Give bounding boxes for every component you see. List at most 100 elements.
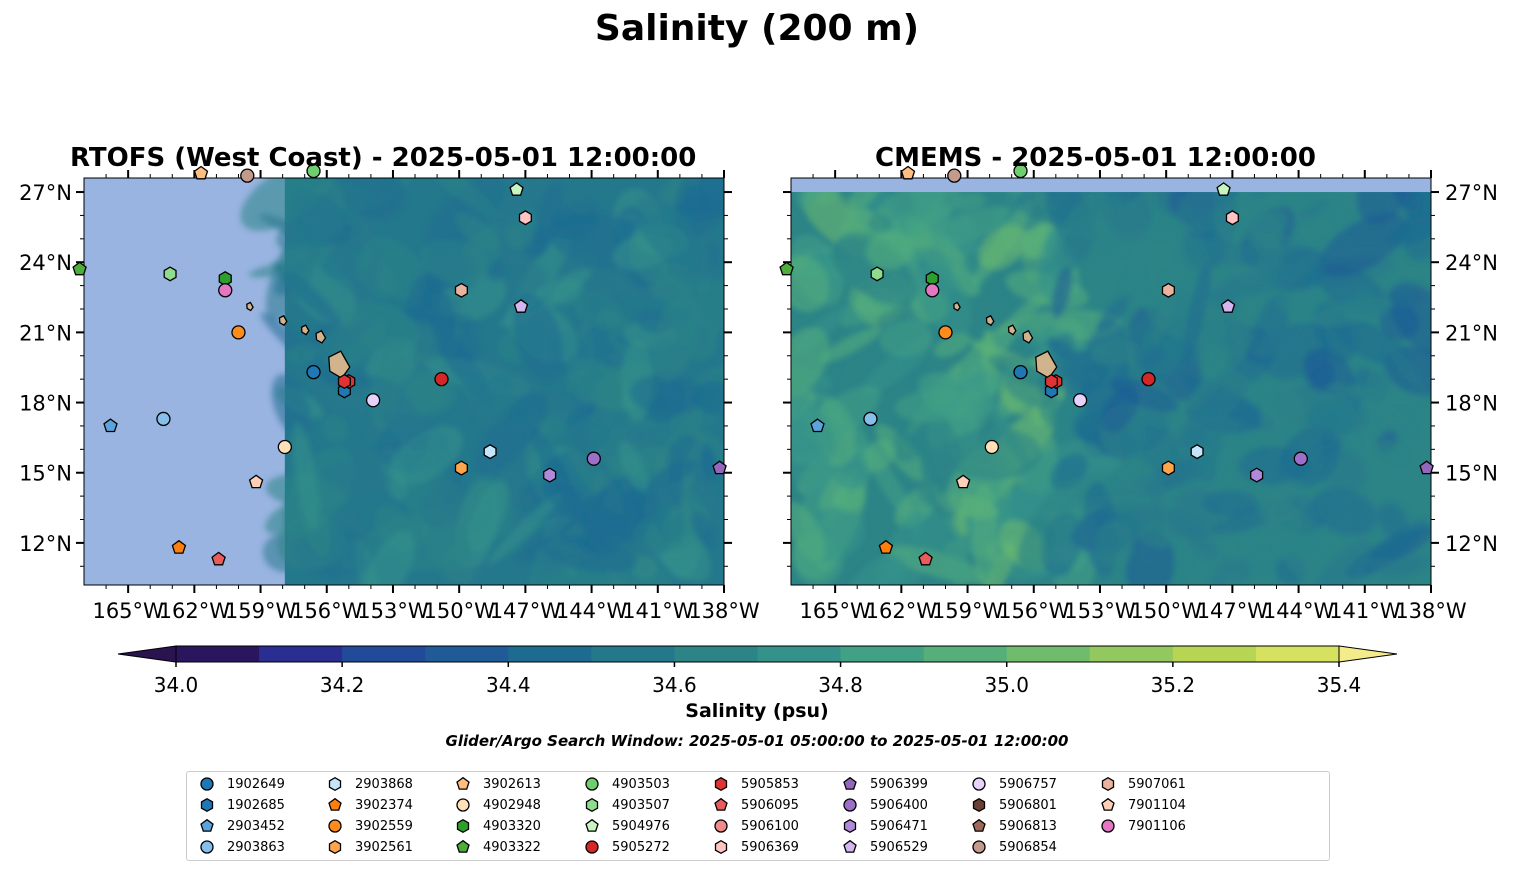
legend-marker	[585, 777, 599, 791]
legend-marker-hexagon	[585, 797, 599, 813]
legend-item-7901104: 7901104	[1100, 796, 1186, 814]
lon-tick-label: 162°W	[159, 599, 231, 623]
lon-tick-label: 141°W	[622, 599, 694, 623]
colorbar-tick-label: 34.2	[320, 673, 365, 697]
legend-label: 5906813	[999, 818, 1057, 834]
float-5906399	[712, 460, 727, 475]
legend-marker-hexagon	[843, 818, 857, 834]
legend-item-4903322: 4903322	[455, 838, 541, 856]
island-3	[278, 314, 288, 327]
float-5907061	[454, 282, 468, 298]
legend-item-5906529: 5906529	[842, 838, 928, 856]
lat-tick-label: 27°N	[19, 181, 72, 205]
legend-item-5906100: 5906100	[713, 817, 799, 835]
float-2903452	[810, 418, 825, 433]
float-5906369	[1225, 210, 1239, 226]
legend-marker	[972, 777, 986, 791]
lon-tick-label: 159°W	[932, 599, 1004, 623]
legend-label: 1902649	[227, 776, 285, 792]
float-5906399	[1419, 460, 1434, 475]
legend-item-5906471: 5906471	[842, 817, 928, 835]
float-4902948	[277, 439, 292, 455]
legend-marker-pentagon	[200, 818, 214, 832]
float-5905272	[434, 372, 449, 387]
lat-tick-label: 21°N	[1445, 321, 1498, 345]
legend-item-7901106: 7901106	[1100, 817, 1186, 835]
lon-tick-label: 150°W	[1130, 599, 1202, 623]
lon-tick-label: 156°W	[998, 599, 1070, 623]
legend-marker-hexagon	[714, 839, 728, 855]
float-3902374	[171, 539, 187, 554]
island-1	[315, 329, 327, 344]
float-5906757	[365, 393, 381, 408]
colorbar-segment	[757, 646, 842, 662]
lon-tick-label: 159°W	[225, 599, 297, 623]
legend-label: 3902613	[483, 776, 541, 792]
float-5906529	[1220, 298, 1236, 313]
lon-tick-label: 144°W	[556, 599, 628, 623]
colorbar-under-arrow	[117, 645, 177, 663]
legend-label: 4903507	[612, 797, 670, 813]
cmems-nodata-band	[791, 178, 1431, 193]
island-3	[985, 314, 995, 327]
legend-marker-hexagon	[714, 776, 728, 792]
legend-item-5904976: 5904976	[584, 817, 670, 835]
lat-tick-label: 27°N	[1445, 181, 1498, 205]
legend-label: 3902561	[355, 839, 413, 855]
float-7901104	[248, 474, 264, 489]
legend-marker-hexagon	[328, 776, 342, 792]
legend-label: 7901106	[1128, 818, 1186, 834]
legend-marker-pentagon	[972, 818, 986, 832]
legend-marker	[843, 776, 857, 790]
colorbar-tick-label: 35.2	[1151, 673, 1196, 697]
legend-marker	[1101, 776, 1115, 792]
figure-title: Salinity (200 m)	[594, 8, 920, 49]
float-2903863	[156, 411, 171, 427]
legend-marker	[585, 818, 599, 832]
float-7901106	[218, 283, 233, 298]
legend-label: 5905272	[612, 839, 670, 855]
legend-marker-circle	[456, 798, 470, 812]
legend-marker	[456, 839, 470, 853]
float-4903322	[779, 261, 794, 276]
float-5906757	[1072, 393, 1088, 408]
float-3902613	[193, 165, 209, 180]
legend-marker	[328, 819, 342, 833]
legend-marker-circle	[585, 840, 599, 854]
lon-tick-label: 162°W	[866, 599, 938, 623]
colorbar-segment	[342, 646, 426, 662]
legend-marker-pentagon	[1101, 797, 1115, 811]
lat-tick-label: 12°N	[19, 532, 72, 556]
legend-label: 5906529	[870, 839, 928, 855]
legend-label: 5906095	[741, 797, 799, 813]
lat-tick-label: 24°N	[1445, 251, 1498, 275]
legend-marker-pentagon	[328, 797, 342, 811]
legend-marker	[972, 818, 986, 832]
legend-label: 5905853	[741, 776, 799, 792]
legend-item-5906854: 5906854	[971, 838, 1057, 856]
legend-item-4903320: 4903320	[455, 817, 541, 835]
legend-marker-pentagon	[843, 776, 857, 790]
colorbar-tick-label: 34.0	[154, 673, 199, 697]
lon-tick-label: 165°W	[92, 599, 164, 623]
search-window-subtitle: Glider/Argo Search Window: 2025-05-01 05…	[445, 732, 1069, 750]
lon-tick-label: 138°W	[1395, 599, 1467, 623]
float-3902613	[900, 165, 916, 180]
float-5906095	[211, 551, 226, 566]
colorbar-segment	[259, 646, 343, 662]
float-4902948	[984, 439, 999, 455]
float-4904976	[509, 182, 524, 196]
lat-tick-label: 21°N	[19, 321, 72, 345]
float-4903507	[870, 266, 884, 282]
float-3902559	[231, 325, 246, 340]
legend-marker-pentagon	[585, 818, 599, 832]
legend-marker	[714, 839, 728, 855]
legend-marker	[843, 818, 857, 834]
float-5906471	[1250, 467, 1264, 483]
legend-item-3902374: 3902374	[327, 796, 413, 814]
legend-item-1902685: 1902685	[199, 796, 285, 814]
lat-tick-label: 24°N	[19, 251, 72, 275]
legend-item-5906757: 5906757	[971, 775, 1057, 793]
float-5906400	[586, 451, 601, 466]
island-2	[300, 324, 310, 336]
